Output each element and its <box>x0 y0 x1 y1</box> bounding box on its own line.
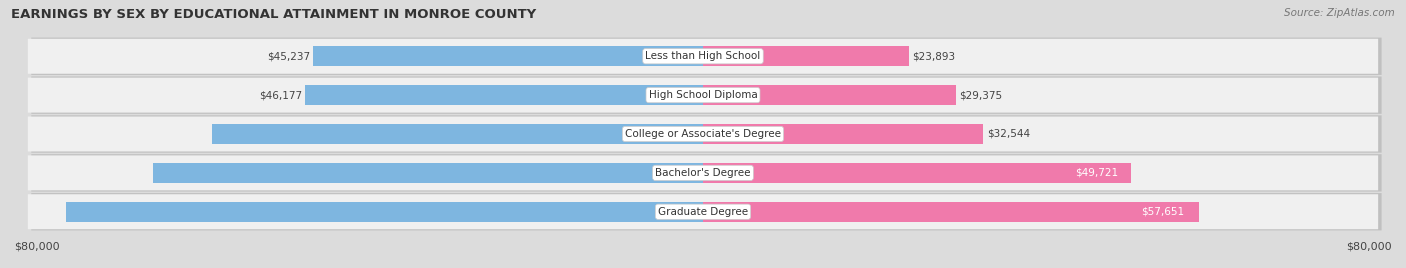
Text: Source: ZipAtlas.com: Source: ZipAtlas.com <box>1284 8 1395 18</box>
FancyBboxPatch shape <box>31 38 1382 75</box>
Bar <box>703 85 956 105</box>
Bar <box>703 124 983 144</box>
FancyBboxPatch shape <box>31 115 1382 153</box>
Bar <box>305 85 703 105</box>
Text: $57,651: $57,651 <box>1142 207 1185 217</box>
Text: $32,544: $32,544 <box>987 129 1029 139</box>
FancyBboxPatch shape <box>28 39 1378 74</box>
Text: EARNINGS BY SEX BY EDUCATIONAL ATTAINMENT IN MONROE COUNTY: EARNINGS BY SEX BY EDUCATIONAL ATTAINMEN… <box>11 8 537 21</box>
Text: $63,911: $63,911 <box>675 168 718 178</box>
Text: $29,375: $29,375 <box>959 90 1002 100</box>
FancyBboxPatch shape <box>31 193 1382 230</box>
Bar <box>212 124 703 144</box>
Bar <box>703 202 1199 222</box>
FancyBboxPatch shape <box>28 117 1378 151</box>
Text: Less than High School: Less than High School <box>645 51 761 61</box>
Text: $49,721: $49,721 <box>1076 168 1118 178</box>
Text: $46,177: $46,177 <box>259 90 302 100</box>
Bar <box>703 163 1132 183</box>
Text: $45,237: $45,237 <box>267 51 309 61</box>
Bar <box>153 163 703 183</box>
FancyBboxPatch shape <box>28 155 1378 190</box>
Text: Bachelor's Degree: Bachelor's Degree <box>655 168 751 178</box>
Text: $23,893: $23,893 <box>912 51 955 61</box>
Text: $73,929: $73,929 <box>671 207 714 217</box>
FancyBboxPatch shape <box>31 76 1382 114</box>
Text: $80,000: $80,000 <box>1347 242 1392 252</box>
Text: College or Associate's Degree: College or Associate's Degree <box>626 129 780 139</box>
Text: $80,000: $80,000 <box>14 242 59 252</box>
Bar <box>703 46 908 66</box>
Text: $56,984: $56,984 <box>679 129 721 139</box>
FancyBboxPatch shape <box>28 194 1378 229</box>
Bar <box>314 46 703 66</box>
Text: High School Diploma: High School Diploma <box>648 90 758 100</box>
Text: Graduate Degree: Graduate Degree <box>658 207 748 217</box>
Bar <box>66 202 703 222</box>
FancyBboxPatch shape <box>31 154 1382 192</box>
FancyBboxPatch shape <box>28 78 1378 113</box>
